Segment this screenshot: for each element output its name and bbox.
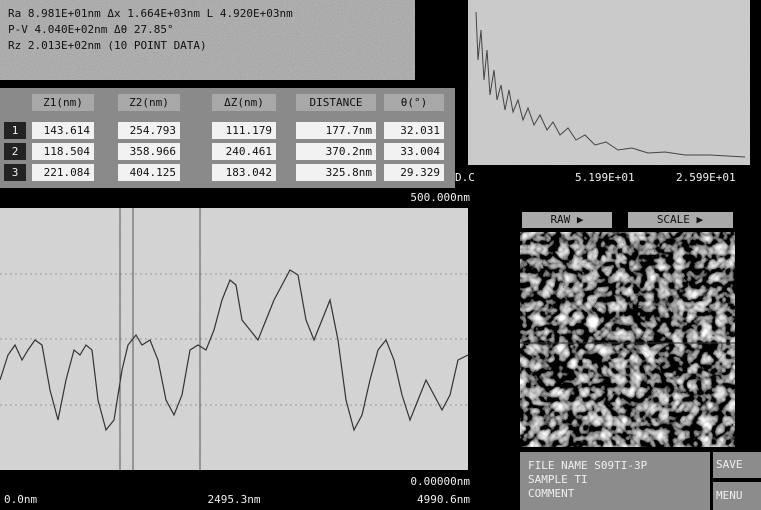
table-value: 358.966 bbox=[130, 145, 176, 158]
table-value: 221.084 bbox=[44, 166, 91, 179]
table-value: 254.793 bbox=[130, 124, 176, 137]
screen: Ra 8.981E+01nm Δx 1.664E+03nm L 4.920E+0… bbox=[0, 0, 761, 510]
image-button-label[interactable]: SCALE ▶ bbox=[657, 213, 704, 226]
table-value: 111.179 bbox=[226, 124, 272, 137]
image-button-label[interactable]: RAW ▶ bbox=[550, 213, 583, 226]
afm-image bbox=[520, 232, 735, 447]
file-line: SAMPLE TI bbox=[528, 473, 588, 486]
table-header: Z2(nm) bbox=[129, 96, 169, 109]
table-value: 325.8nm bbox=[326, 166, 373, 179]
table-value: 143.614 bbox=[44, 124, 91, 137]
table-value: 404.125 bbox=[130, 166, 176, 179]
stats-line: Rz 2.013E+02nm (10 POINT DATA) bbox=[8, 39, 207, 52]
table-value: 240.461 bbox=[226, 145, 272, 158]
profile-y-min: 0.00000nm bbox=[410, 475, 470, 488]
row-number: 3 bbox=[12, 166, 19, 179]
profile-y-max: 500.000nm bbox=[410, 191, 470, 204]
spectrum-label: D.C bbox=[455, 171, 475, 184]
table-header: ΔZ(nm) bbox=[224, 96, 264, 109]
measure-table: Z1(nm) Z2(nm) ΔZ(nm) DISTANCE θ(°) 1 143.614 25… bbox=[0, 88, 455, 188]
side-button-label[interactable]: SAVE bbox=[716, 458, 743, 471]
file-line: FILE NAME S09TI-3P bbox=[528, 459, 648, 472]
spectrum-grain bbox=[468, 0, 750, 165]
table-header: DISTANCE bbox=[310, 96, 363, 109]
table-value: 29.329 bbox=[400, 166, 440, 179]
table-value: 177.7nm bbox=[326, 124, 373, 137]
table-value: 183.042 bbox=[226, 166, 272, 179]
file-line: COMMENT bbox=[528, 487, 575, 500]
table-value: 33.004 bbox=[400, 145, 440, 158]
profile-x-label: 2495.3nm bbox=[208, 493, 261, 506]
profile-x-label: 4990.6nm bbox=[417, 493, 470, 506]
table-value: 370.2nm bbox=[326, 145, 373, 158]
spectrum-label: 2.599E+01 bbox=[676, 171, 736, 184]
row-number: 1 bbox=[12, 124, 19, 137]
table-header: θ(°) bbox=[401, 96, 428, 109]
side-button-label[interactable]: MENU bbox=[716, 489, 743, 502]
table-value: 32.031 bbox=[400, 124, 440, 137]
profile-x-label: 0.0nm bbox=[4, 493, 37, 506]
table-header: Z1(nm) bbox=[43, 96, 83, 109]
row-number: 2 bbox=[12, 145, 19, 158]
table-value: 118.504 bbox=[44, 145, 91, 158]
stats-line: Ra 8.981E+01nm Δx 1.664E+03nm L 4.920E+0… bbox=[8, 7, 293, 20]
spectrum-label: 5.199E+01 bbox=[575, 171, 635, 184]
stats-line: P-V 4.040E+02nm Δθ 27.85° bbox=[8, 23, 174, 36]
